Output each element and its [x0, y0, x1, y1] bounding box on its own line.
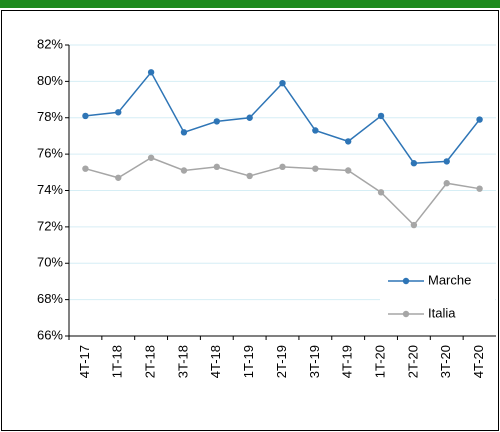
- y-tick-label: 70%: [37, 255, 63, 270]
- y-tick-label: 78%: [37, 109, 63, 124]
- legend-label: Marche: [428, 272, 471, 287]
- y-tick-label: 66%: [37, 327, 63, 342]
- data-point: [344, 138, 352, 145]
- x-tick-label: 4T-18: [208, 345, 223, 378]
- data-point: [246, 114, 253, 121]
- data-point: [410, 221, 418, 229]
- x-tick-label: 3T-18: [175, 345, 190, 378]
- legend: Marche Italia: [380, 266, 495, 332]
- data-point: [279, 163, 286, 171]
- x-tick-label: 4T-20: [471, 345, 486, 378]
- y-tick-label: 72%: [37, 218, 63, 233]
- data-point: [115, 109, 122, 116]
- data-point: [213, 118, 221, 125]
- data-point: [180, 129, 188, 136]
- data-point: [115, 174, 122, 181]
- data-point: [443, 158, 450, 165]
- data-point: [476, 116, 483, 123]
- y-tick-label: 76%: [37, 146, 63, 161]
- x-tick-label: 4T-17: [77, 345, 92, 378]
- x-tick-label: 1T-18: [110, 345, 125, 378]
- x-tick-label: 1T-19: [241, 345, 256, 378]
- data-point: [443, 180, 450, 187]
- data-point: [180, 167, 188, 174]
- data-point: [82, 112, 89, 120]
- x-tick-label: 3T-19: [307, 345, 322, 378]
- data-point: [279, 79, 286, 87]
- legend-marker: [402, 310, 410, 318]
- data-point: [213, 163, 221, 171]
- data-point: [344, 167, 352, 174]
- x-tick-label: 4T-19: [340, 345, 355, 378]
- data-point: [82, 165, 89, 172]
- data-point: [246, 172, 253, 180]
- data-point: [476, 185, 483, 192]
- chart-frame: [1, 10, 499, 431]
- data-point: [377, 112, 385, 120]
- legend-background: [380, 266, 495, 332]
- y-tick-label: 82%: [37, 36, 63, 51]
- grid: 66% 68% 70% 72% 74% 76% 78% 80% 82% 4T-17 1T-18 2T-…: [37, 36, 496, 378]
- data-point: [147, 154, 155, 161]
- y-tick-label: 68%: [37, 291, 63, 306]
- data-point: [410, 160, 418, 167]
- x-tick-label: 2T-20: [405, 345, 420, 378]
- data-point: [377, 189, 385, 196]
- header-bar: [0, 0, 500, 8]
- x-tick-label: 3T-20: [438, 345, 453, 378]
- data-point: [312, 165, 319, 172]
- x-tick-label: 2T-18: [143, 345, 158, 378]
- legend-marker: [402, 277, 410, 285]
- x-tick-label: 2T-19: [274, 345, 289, 378]
- x-tick-label: 1T-20: [372, 345, 387, 378]
- data-point: [147, 69, 155, 76]
- y-tick-label: 74%: [37, 182, 63, 197]
- y-tick-label: 80%: [37, 73, 63, 88]
- plot: [82, 69, 483, 229]
- legend-label: Italia: [428, 305, 456, 320]
- data-point: [312, 127, 319, 134]
